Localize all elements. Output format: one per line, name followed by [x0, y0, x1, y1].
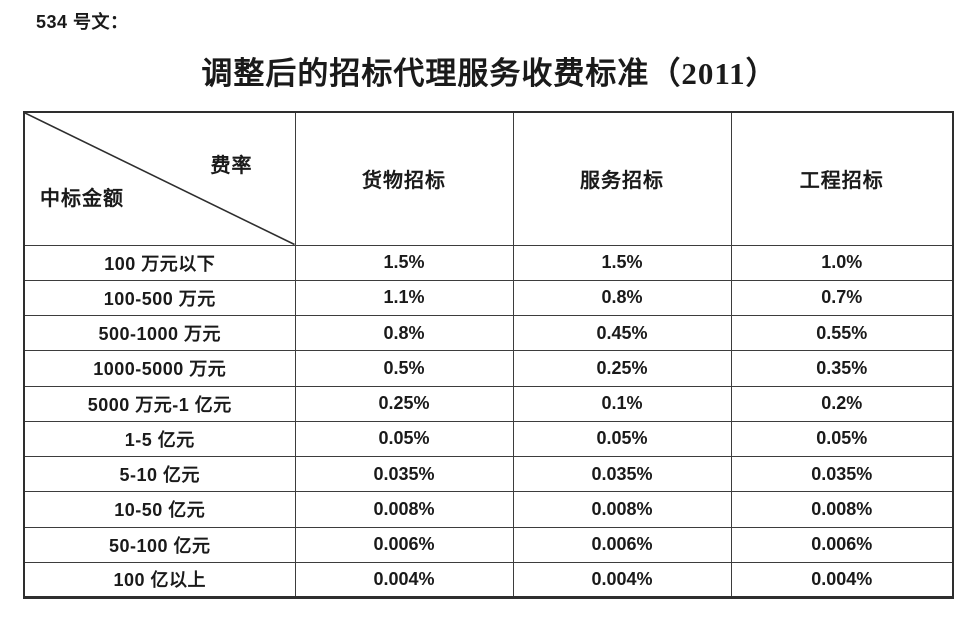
goods-rate-cell: 0.006% [294, 526, 514, 563]
fee-table-body: 100 万元以下 1.5% 1.5% 1.0% 100-500 万元 1.1% … [23, 244, 954, 599]
goods-rate-cell: 1.1% [294, 279, 514, 317]
services-rate-cell: 0.05% [512, 420, 732, 458]
works-rate-cell: 0.35% [730, 350, 954, 387]
services-rate-cell: 0.035% [512, 455, 732, 493]
goods-rate-cell: 1.5% [294, 244, 514, 281]
table-row: 5000 万元-1 亿元 0.25% 0.1% 0.2% [23, 385, 954, 422]
table-row: 100-500 万元 1.1% 0.8% 0.7% [23, 279, 954, 317]
services-rate-cell: 0.004% [512, 561, 732, 599]
corner-label-amount: 中标金额 [40, 187, 124, 210]
fee-table-header: 费率 中标金额 货物招标 服务招标 工程招标 [23, 111, 954, 246]
table-row: 50-100 亿元 0.006% 0.006% 0.006% [23, 526, 954, 563]
doc-number-label: 534 号文： [36, 12, 129, 32]
fee-table: 费率 中标金额 货物招标 服务招标 工程招标 100 万元以下 1.5% 1.5… [23, 111, 954, 599]
works-rate-cell: 0.55% [730, 314, 954, 352]
column-header-works: 工程招标 [730, 111, 954, 246]
goods-rate-cell: 0.25% [294, 385, 514, 422]
works-rate-cell: 0.2% [730, 385, 954, 422]
amount-cell: 100 万元以下 [23, 244, 296, 281]
amount-cell: 500-1000 万元 [23, 314, 296, 352]
table-row: 1000-5000 万元 0.5% 0.25% 0.35% [23, 350, 954, 387]
table-row: 10-50 亿元 0.008% 0.008% 0.008% [23, 491, 954, 528]
services-rate-cell: 1.5% [512, 244, 732, 281]
header-row: 费率 中标金额 货物招标 服务招标 工程招标 [23, 111, 954, 246]
services-rate-cell: 0.1% [512, 385, 732, 422]
goods-rate-cell: 0.035% [294, 455, 514, 493]
amount-cell: 5000 万元-1 亿元 [23, 385, 296, 422]
amount-cell: 1-5 亿元 [23, 420, 296, 458]
works-rate-cell: 0.7% [730, 279, 954, 317]
table-row: 100 万元以下 1.5% 1.5% 1.0% [23, 244, 954, 281]
goods-rate-cell: 0.004% [294, 561, 514, 599]
column-header-services: 服务招标 [512, 111, 732, 246]
amount-cell: 100 亿以上 [23, 561, 296, 599]
amount-cell: 5-10 亿元 [23, 455, 296, 493]
table-row: 100 亿以上 0.004% 0.004% 0.004% [23, 561, 954, 599]
goods-rate-cell: 0.05% [294, 420, 514, 458]
services-rate-cell: 0.25% [512, 350, 732, 387]
goods-rate-cell: 0.8% [294, 314, 514, 352]
works-rate-cell: 0.008% [730, 491, 954, 528]
services-rate-cell: 0.008% [512, 491, 732, 528]
services-rate-cell: 0.006% [512, 526, 732, 563]
table-row: 500-1000 万元 0.8% 0.45% 0.55% [23, 314, 954, 352]
works-rate-cell: 0.006% [730, 526, 954, 563]
goods-rate-cell: 0.008% [294, 491, 514, 528]
services-rate-cell: 0.45% [512, 314, 732, 352]
amount-cell: 100-500 万元 [23, 279, 296, 317]
works-rate-cell: 0.05% [730, 420, 954, 458]
table-row: 5-10 亿元 0.035% 0.035% 0.035% [23, 455, 954, 493]
column-header-goods: 货物招标 [294, 111, 514, 246]
corner-label-rate: 费率 [210, 155, 253, 177]
works-rate-cell: 1.0% [730, 244, 954, 281]
works-rate-cell: 0.035% [730, 455, 954, 493]
diagonal-divider-line [25, 113, 295, 245]
works-rate-cell: 0.004% [730, 561, 954, 599]
amount-cell: 10-50 亿元 [23, 491, 296, 528]
goods-rate-cell: 0.5% [294, 350, 514, 387]
amount-cell: 1000-5000 万元 [23, 350, 296, 387]
table-row: 1-5 亿元 0.05% 0.05% 0.05% [23, 420, 954, 458]
amount-cell: 50-100 亿元 [23, 526, 296, 563]
page-title: 调整后的招标代理服务收费标准（2011） [201, 56, 778, 91]
corner-header-cell: 费率 中标金额 [23, 111, 296, 246]
services-rate-cell: 0.8% [512, 279, 732, 317]
